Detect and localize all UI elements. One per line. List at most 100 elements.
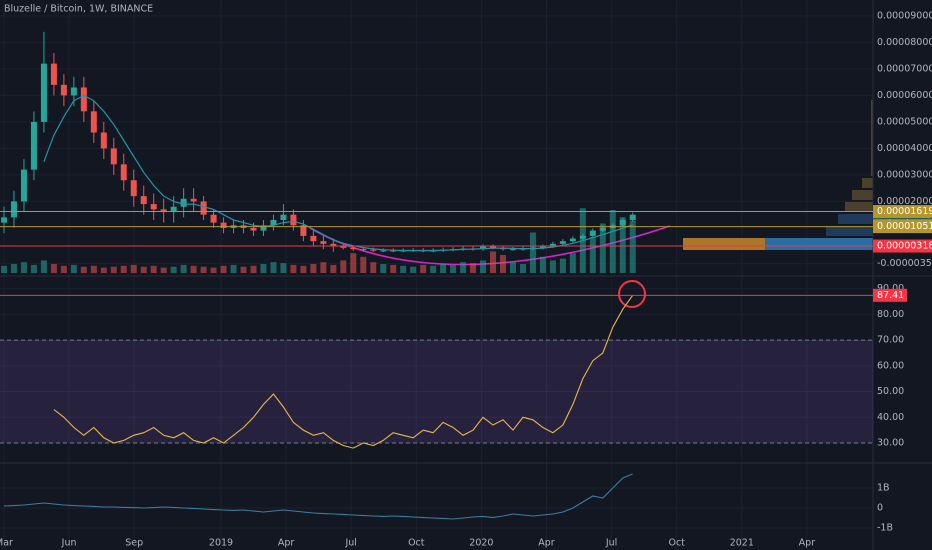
volume-bar [380, 264, 387, 273]
x-tick-label: Mar [0, 538, 13, 549]
candle-body [559, 241, 566, 244]
volume-bar [519, 264, 526, 273]
candle-body [120, 164, 127, 181]
y-tick-label: 0.00004000 [877, 143, 932, 154]
candle-body [390, 250, 397, 252]
volume-bar [320, 262, 327, 273]
y-tick-label: -1B [877, 523, 893, 534]
candle-body [280, 214, 287, 220]
volume-bar [50, 264, 57, 273]
y-tick-label: 0.00002000 [877, 196, 932, 207]
x-tick-label: 2021 [730, 538, 754, 549]
candle-body [629, 214, 636, 220]
volume-bar [150, 265, 157, 273]
volume-bar [539, 256, 546, 273]
volume-bar [509, 262, 516, 273]
volume-bar [609, 210, 616, 273]
volume-bar [390, 264, 397, 273]
candle-body [619, 219, 626, 226]
candle-body [599, 227, 606, 231]
volume-bar [300, 265, 307, 273]
price-label-box [873, 220, 932, 234]
volume-bar [10, 264, 17, 273]
y-tick-label: 80.00 [877, 309, 904, 320]
candle-body [330, 243, 337, 247]
candle-body [150, 204, 157, 210]
candle-body [310, 235, 317, 242]
rsi-label: 87.41 [877, 290, 904, 301]
volume-bar [599, 223, 606, 273]
candle-body [180, 198, 187, 207]
candle-body [50, 63, 57, 85]
candle-body [589, 230, 596, 236]
volume-bar [260, 264, 267, 273]
volume-bar [290, 264, 297, 273]
volume-bar [80, 266, 87, 273]
y-tick-label: 0.00008000 [877, 37, 932, 48]
volume-bar [480, 260, 487, 273]
volume-bar [589, 237, 596, 273]
candle-body [300, 225, 307, 236]
candle-body [579, 235, 586, 239]
x-tick-label: Apr [799, 538, 816, 549]
volume-bar [529, 232, 536, 273]
x-tick-label: Jul [344, 538, 356, 549]
volume-bar [220, 265, 227, 273]
candle-body [10, 201, 17, 218]
candle-body [539, 246, 546, 248]
candle-body [100, 132, 107, 149]
volume-bar [310, 264, 317, 273]
x-tick-label: Jul [605, 538, 617, 549]
x-tick-label: 2019 [209, 538, 233, 549]
candle-body [260, 225, 267, 231]
candle-body [90, 111, 97, 133]
volume-bar [350, 253, 357, 273]
candle-body [140, 196, 147, 205]
y-tick-label: 70.00 [877, 335, 904, 346]
y-tick-label: 60.00 [877, 360, 904, 371]
y-tick-label: 0.00005000 [877, 116, 932, 127]
volume-bar [210, 267, 217, 273]
candle-body [80, 87, 87, 112]
candle-body [290, 214, 297, 226]
volume-bar [160, 267, 167, 273]
price-label-box [873, 239, 932, 253]
volume-bar [549, 260, 556, 273]
candle-body [1, 217, 7, 223]
candle-body [509, 249, 516, 251]
candle-body [20, 169, 27, 202]
candle-body [210, 214, 217, 223]
x-tick-label: 2020 [469, 538, 493, 549]
volume-bar [400, 265, 407, 273]
candle-body [60, 84, 67, 96]
volume-bar [110, 266, 117, 273]
price-label: 0.00001051 [877, 221, 932, 232]
volume-bar [190, 265, 197, 273]
candle-body [340, 246, 347, 248]
volume-bar [140, 266, 147, 273]
x-tick-label: Jun [61, 538, 77, 549]
y-tick-label: 40.00 [877, 412, 904, 423]
candle-body [110, 148, 117, 165]
candle-body [490, 246, 497, 248]
volume-bar [569, 253, 576, 273]
price-label: 0.00000318 [877, 241, 932, 252]
volume-bar [420, 264, 427, 273]
volume-bar [170, 266, 177, 273]
volume-bar [340, 260, 347, 273]
y-tick-label: 30.00 [877, 437, 904, 448]
candle-body [250, 227, 257, 231]
volume-bar [500, 255, 506, 273]
candle-body [160, 209, 167, 213]
indicator-line [3, 473, 633, 520]
volume-bar [90, 265, 97, 273]
candle-body [370, 249, 377, 251]
volume-bar [450, 264, 457, 273]
candle-body [480, 246, 487, 250]
x-tick-label: Apr [538, 538, 555, 549]
candle-body [380, 250, 387, 252]
candle-body [170, 206, 177, 213]
candle-body [220, 222, 227, 228]
